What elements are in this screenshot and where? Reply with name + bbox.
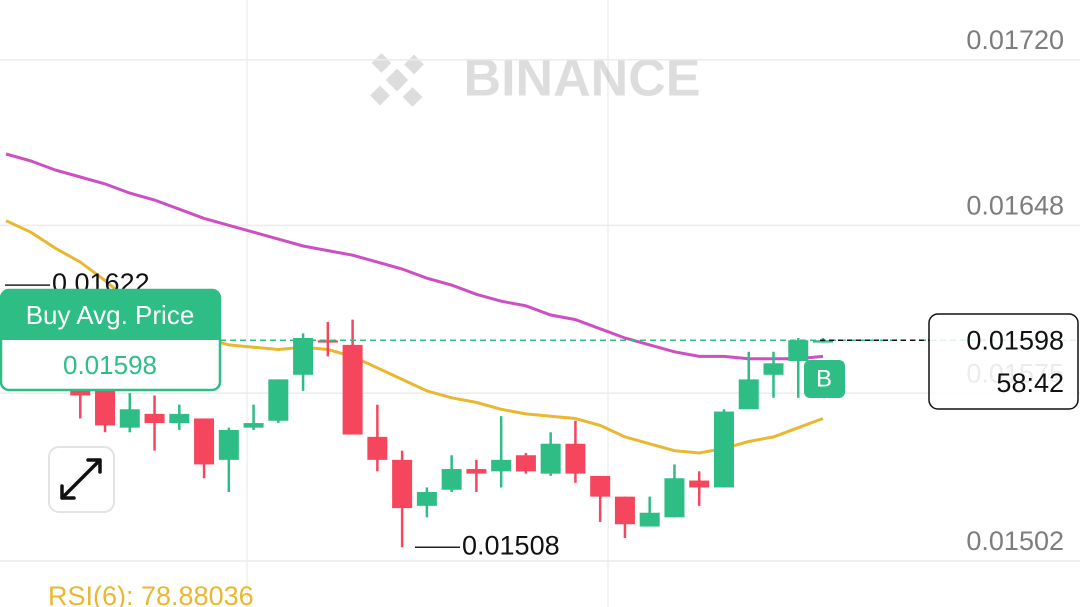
candle-body	[392, 459, 413, 509]
candle-body	[565, 443, 586, 474]
y-tick-label: 0.01720	[966, 25, 1064, 55]
candle-body	[218, 429, 239, 460]
candle-body	[367, 436, 388, 460]
buy-avg-header	[1, 290, 220, 340]
candle-body	[466, 469, 487, 474]
candle-body	[268, 379, 289, 421]
expand-button[interactable]	[48, 446, 115, 513]
candle-body	[614, 496, 635, 525]
candle-body	[293, 337, 314, 375]
candle-body	[194, 418, 215, 465]
candle-body	[119, 409, 140, 428]
candle-body	[713, 411, 734, 488]
candle-body	[590, 475, 611, 497]
candle-body	[813, 340, 833, 343]
candle-body	[169, 413, 190, 424]
candle-body	[317, 340, 338, 343]
candle-body	[639, 512, 660, 527]
trade-marker: B	[816, 365, 832, 392]
candle-body	[243, 423, 264, 428]
watermark: BINANCE	[370, 50, 701, 108]
candle-body	[689, 480, 710, 488]
trade-marker-box	[804, 360, 845, 398]
countdown: 58:42	[996, 368, 1064, 398]
low-label: 0.01508	[462, 530, 560, 560]
candle-body	[441, 469, 462, 490]
candle-body	[763, 363, 784, 375]
last-price-box	[928, 313, 1079, 410]
candle-body	[664, 478, 685, 518]
candle-body	[144, 413, 165, 424]
candle-body	[416, 492, 437, 506]
buy-avg-label: Buy Avg. Price	[26, 300, 195, 330]
candle-body	[342, 344, 363, 435]
rsi-indicator: RSI(6): 78.88036	[48, 581, 254, 607]
candle-body	[95, 390, 116, 426]
grid	[246, 0, 609, 607]
buy-avg-value: 0.01598	[63, 350, 157, 380]
y-tick-label: 0.01502	[966, 526, 1064, 556]
last-price-value: 0.01598	[966, 325, 1064, 355]
candle-body	[491, 459, 512, 472]
candle-body	[738, 379, 759, 410]
candle-body	[788, 340, 809, 361]
moving-average-line	[5, 152, 824, 361]
candle-body	[515, 455, 536, 472]
candle-body	[540, 443, 561, 474]
y-tick-label: 0.01648	[966, 190, 1064, 220]
watermark-logo	[370, 53, 424, 107]
expand-icon	[60, 458, 102, 500]
watermark-text: BINANCE	[464, 50, 701, 108]
